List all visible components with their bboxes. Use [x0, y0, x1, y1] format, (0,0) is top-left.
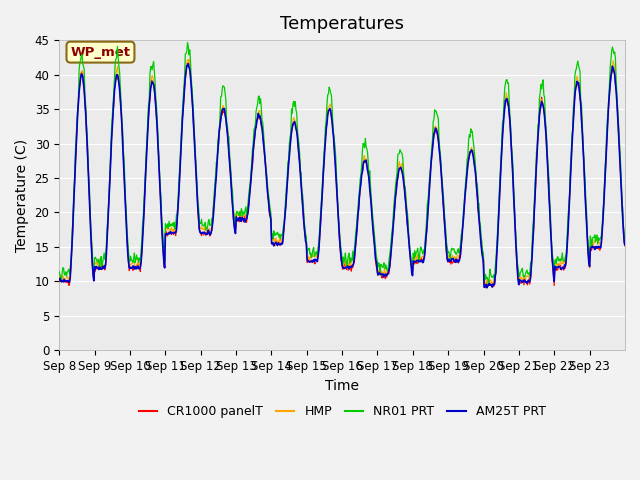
Y-axis label: Temperature (C): Temperature (C)	[15, 139, 29, 252]
Text: WP_met: WP_met	[70, 46, 131, 59]
Legend: CR1000 panelT, HMP, NR01 PRT, AM25T PRT: CR1000 panelT, HMP, NR01 PRT, AM25T PRT	[134, 400, 550, 423]
X-axis label: Time: Time	[325, 379, 359, 393]
Title: Temperatures: Temperatures	[280, 15, 404, 33]
